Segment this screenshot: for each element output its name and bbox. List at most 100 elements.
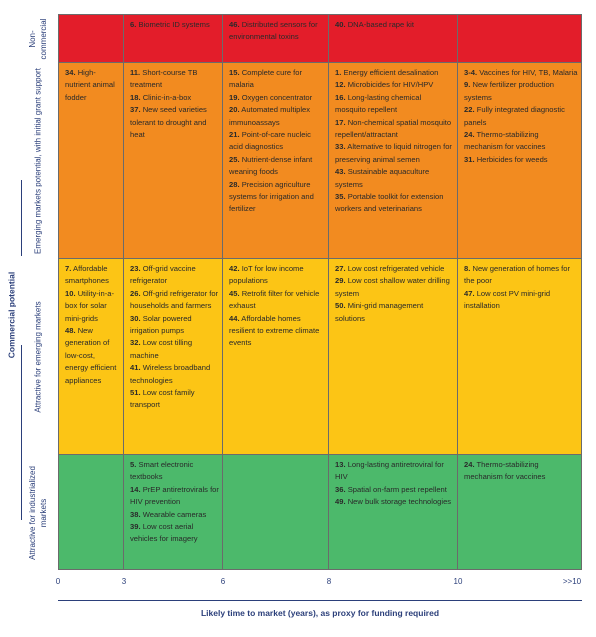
item: 15. Complete cure for malaria [229,67,325,92]
item-text: New generation of homes for the poor [464,264,570,286]
item-number: 10. [65,288,76,298]
cell: 27. Low cost refrigerated vehicle 29. Low… [329,259,458,455]
item: 48. New generation of low-cost, energy e… [65,325,120,387]
item: 32. Low cost tilling machine [130,337,219,362]
item: 34. High-nutrient animal fodder [65,67,120,104]
item: 25. Nutrient-dense infant weaning foods [229,154,325,179]
item-text: DNA-based rape kit [347,20,414,29]
item-text: Fully integrated diagnostic panels [464,105,565,127]
item: 43. Sustainable aquaculture systems [335,166,454,191]
item: 35. Portable toolkit for extension worke… [335,191,454,216]
item: 26. Off-grid refrigerator for households… [130,288,219,313]
x-tick-label: 8 [326,577,332,586]
item-number: 20. [229,105,240,115]
item-number: 18. [130,92,141,102]
cell: 3-4. Vaccines for HIV, TB, Malaria 9. New… [458,63,582,259]
item-text: New seed varieties tolerant to drought a… [130,105,207,140]
item-number: 45. [229,288,240,298]
item-number: 7. [65,264,72,273]
cell: 40. DNA-based rape kit [329,14,458,63]
item: 1. Energy efficient desalination [335,67,454,79]
item: 23. Off-grid vaccine refrigerator [130,263,219,288]
item-text: IoT for low income populations [229,264,304,286]
item: 38. Wearable cameras [130,509,219,521]
item: 30. Solar powered irrigation pumps [130,313,219,338]
item: 51. Low cost family transport [130,387,219,412]
item-text: Off-grid vaccine refrigerator [130,264,196,286]
item-number: 1. [335,68,342,77]
item-text: Solar powered irrigation pumps [130,313,192,336]
item: 24. Thermo-stabilizing mechanism for vac… [464,459,578,484]
item-number: 37. [130,105,141,115]
item-number: 24. [464,130,475,140]
item: 19. Oxygen concentrator [229,92,325,104]
cell [58,14,124,63]
item-text: High-nutrient animal fodder [65,68,115,102]
item: 42. IoT for low income populations [229,263,325,288]
item-text: Spatial on-farm pest repellent [347,484,447,494]
item-text: Herbicides for weeds [476,154,548,164]
item-text: New generation of low-cost, energy effic… [65,326,117,385]
cell [458,14,582,63]
item-text: Nutrient-dense infant weaning foods [229,154,313,177]
item-number: 46. [229,20,240,29]
item: 17. Non-chemical spatial mosquito repell… [335,117,454,142]
item-number: 30. [130,313,141,323]
x-tick-label: 0 [55,577,61,586]
item-number: 26. [130,288,141,298]
x-tick-label: >>10 [562,577,582,586]
item-number: 41. [130,363,141,373]
item-number: 28. [229,179,240,189]
item: 46. Distributed sensors for environmenta… [229,19,325,44]
item: 8. New generation of homes for the poor [464,263,578,288]
cell: 5. Smart electronic textbooks 14. PrEP an… [124,455,223,570]
item-text: Biometric ID systems [138,20,210,29]
item: 7. Affordable smartphones [65,263,120,288]
item: 44. Affordable homes resilient to extrem… [229,313,325,350]
item-number: 5. [130,460,137,469]
item: 21. Point-of-care nucleic acid diagnosti… [229,129,325,154]
item: 12. Microbicides for HIV/HPV [335,79,454,91]
item-number: 25. [229,154,240,164]
item: 39. Low cost aerial vehicles for imagery [130,521,219,546]
cell: 23. Off-grid vaccine refrigerator 26. Off… [124,259,223,455]
item: 18. Clinic-in-a-box [130,92,219,104]
item: 45. Retrofit filter for vehicle exhaust [229,288,325,313]
item: 9. New fertilizer production systems [464,79,578,104]
item-number: 34. [65,68,76,77]
item-number: 27. [335,264,346,273]
cell: 34. High-nutrient animal fodder [58,63,124,259]
item-number: 15. [229,68,240,77]
item: 13. Long-lasting antiretroviral for HIV [335,459,454,484]
item: 40. DNA-based rape kit [335,19,454,31]
item-text: Thermo-stabilizing mechanism for vaccine… [464,460,546,482]
item-number: 24. [464,460,475,469]
item-number: 33. [335,142,346,152]
item-text: Smart electronic textbooks [130,460,194,482]
item-number: 44. [229,313,240,323]
cell: 11. Short-course TB treatment 18. Clinic-… [124,63,223,259]
item-number: 3-4. [464,68,478,77]
item-number: 29. [335,276,346,286]
item-text: Low cost PV mini-grid installation [464,288,551,311]
cell: 8. New generation of homes for the poor 4… [458,259,582,455]
item: 14. PrEP antiretrovirals for HIV prevent… [130,484,219,509]
row-label: Non-commercial [28,18,48,59]
x-axis-line [58,600,582,601]
item: 11. Short-course TB treatment [130,67,219,92]
item-number: 31. [464,154,475,164]
item-number: 21. [229,130,240,140]
item-text: PrEP antiretrovirals for HIV prevention [130,484,219,507]
item-number: 14. [130,484,141,494]
item-number: 51. [130,388,141,398]
item-text: Sustainable aquaculture systems [335,167,430,189]
row-axis-title: Commercial potential [6,271,17,359]
row-label: Emerging markets potential, with initial… [33,68,43,254]
x-tick-label: 6 [220,577,226,586]
item: 29. Low cost shallow water drilling syst… [335,275,454,300]
item-number: 36. [335,484,346,494]
item: 22. Fully integrated diagnostic panels [464,104,578,129]
item-text: Mini-grid management solutions [335,301,424,323]
item-text: Low cost family transport [130,388,195,410]
